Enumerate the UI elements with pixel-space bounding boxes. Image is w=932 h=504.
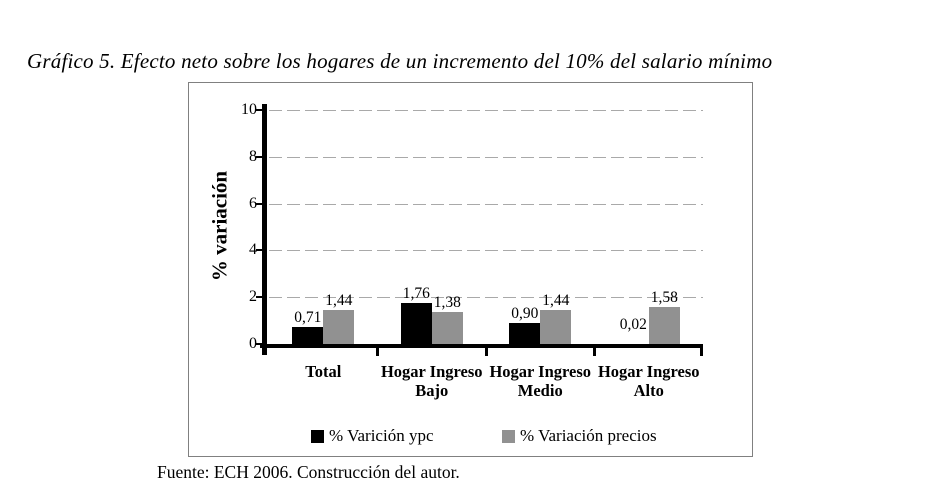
bar-value-label: 0,71 [294,309,322,327]
legend-label: % Varición ypc [329,426,434,445]
category-label: Hogar Ingreso Medio [467,362,613,400]
bar-value-label: 1,44 [325,292,353,310]
bar-precios [323,310,355,344]
x-axis-tick [700,348,703,356]
legend-label: % Variación precios [520,426,657,445]
bar-precios [540,310,572,344]
y-tick-label: 10 [241,101,257,118]
y-axis-tick [256,202,262,205]
bar-value-label: 1,44 [542,292,570,310]
bar-value-label: 1,76 [402,284,430,302]
y-axis-tick [256,155,262,158]
category-label-line: Total [305,362,342,381]
bar-ypc [509,322,541,344]
chart-frame: % variación 0 2 4 6 8 10 0,71 1,44 Total 1,76 1,38… [188,82,753,457]
legend-swatch-precios [502,429,515,443]
y-tick-label: 6 [249,194,257,212]
y-axis-tick [256,249,262,252]
legend-swatch-ypc [311,429,324,443]
y-axis-tick [256,296,262,299]
y-tick-label: 2 [249,288,257,306]
bar-precios [648,307,680,344]
bar-ypc [400,302,432,344]
plot-area: 0 2 4 6 8 10 0,71 1,44 Total 1,76 1,38 Hogar Ingres… [189,83,752,456]
y-tick-label: 8 [249,147,257,165]
gridline-y10 [269,110,703,111]
bar-value-label: 1,58 [650,289,678,307]
gridline-y2 [269,297,703,299]
bar-precios [431,311,463,344]
y-axis-tick [256,343,262,345]
bar-value-label: 1,38 [433,293,461,311]
category-label-line: Hogar Ingreso [380,362,483,381]
category-label-line: Alto [633,381,664,400]
bar-value-label: 0,90 [511,304,539,322]
gridline-y4 [269,250,703,252]
y-axis-tick [256,109,262,111]
y-tick-label: 4 [249,241,257,259]
bar-ypc [292,327,324,344]
category-label-line: Bajo [415,381,449,400]
category-label-line: Hogar Ingreso [597,362,700,381]
legend-entry: % Variación precios [502,427,657,445]
category-label-line: Hogar Ingreso [489,362,592,381]
category-label: Hogar Ingreso Bajo [359,362,505,400]
source-note: Fuente: ECH 2006. Construcción del autor… [157,462,460,482]
category-label-line: Medio [517,381,563,400]
x-axis-line [260,344,703,348]
category-label: Hogar Ingreso Alto [576,362,722,400]
bar-value-label: 0,02 [619,316,647,333]
legend-entry: % Varición ypc [311,427,434,445]
y-tick-label: 0 [249,335,257,352]
category-label: Total [250,362,396,381]
x-axis-tick [484,348,488,356]
gridline-y8 [269,156,703,158]
figure-title: Gráfico 5. Efecto neto sobre los hogares… [27,49,773,73]
gridline-y6 [269,203,703,205]
y-axis-line [262,104,267,355]
x-axis-tick [593,348,596,356]
x-axis-tick [376,348,379,356]
